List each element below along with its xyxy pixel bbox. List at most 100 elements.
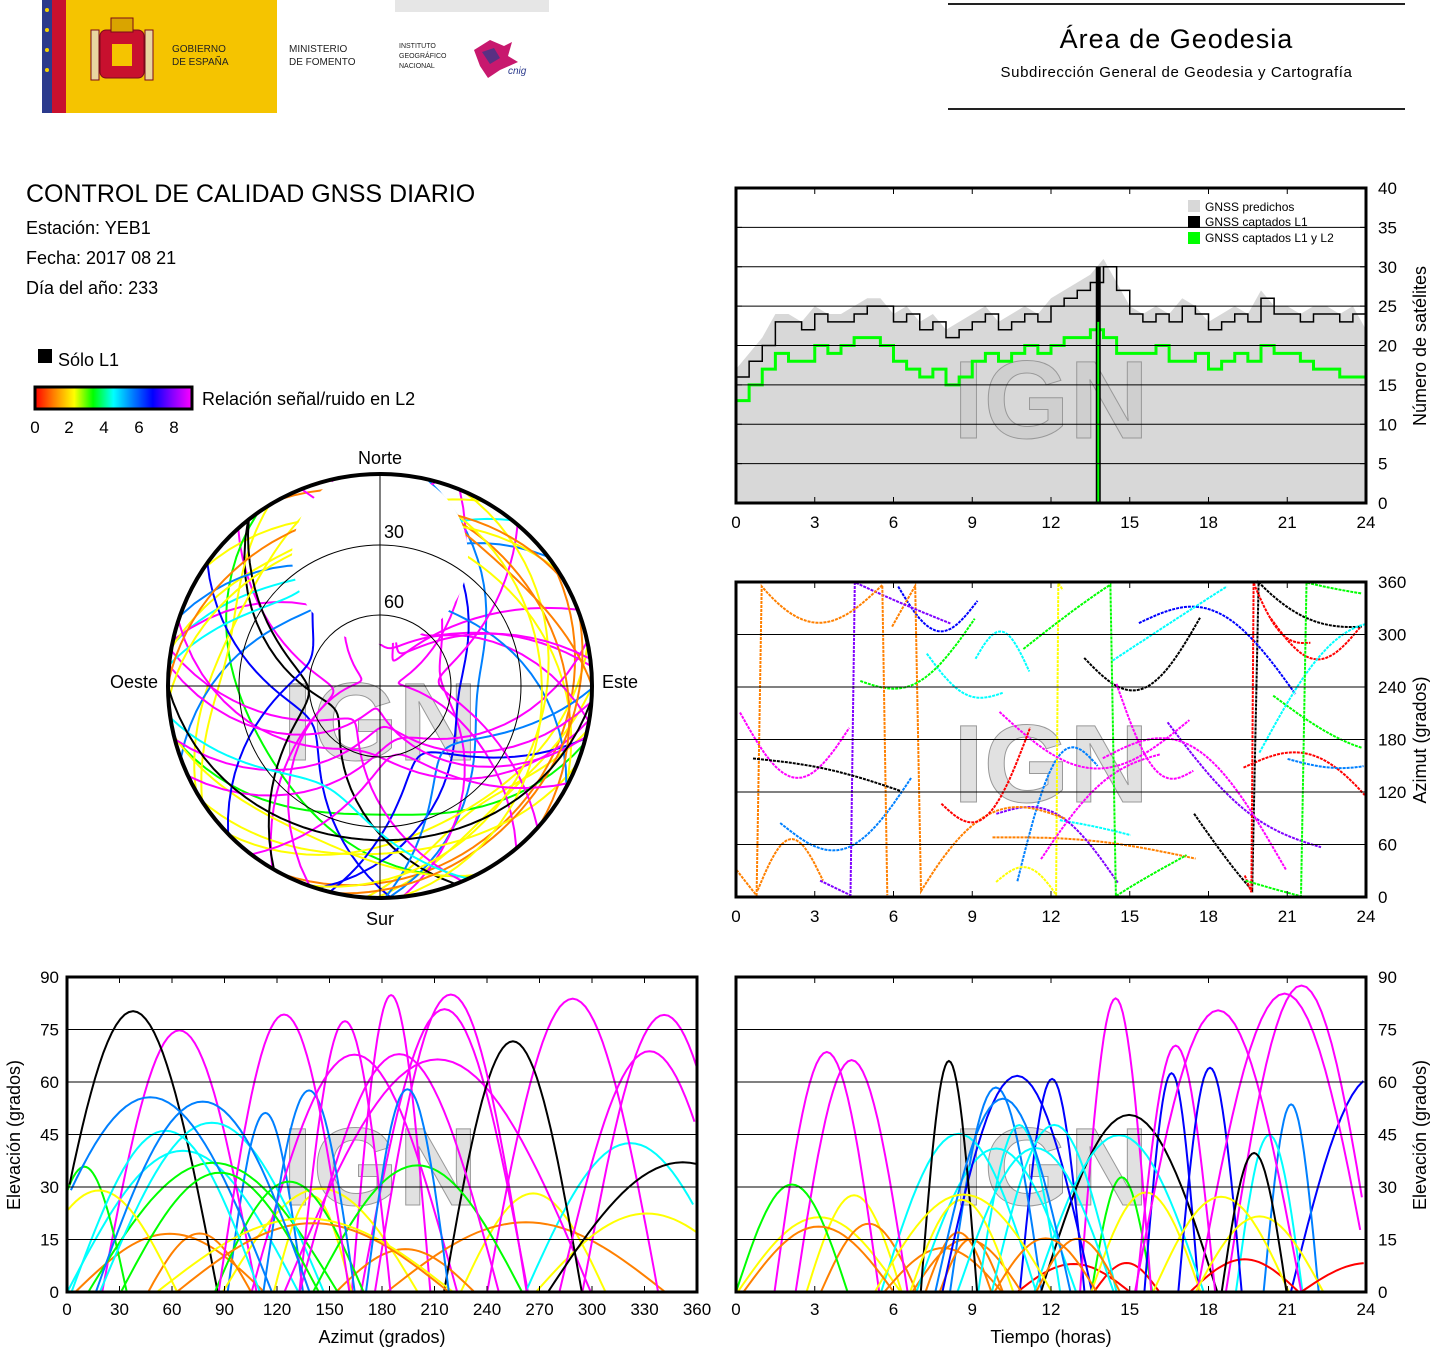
- ign-watermark: IGN: [953, 703, 1149, 826]
- y-tick-label: 75: [1378, 1021, 1397, 1040]
- skyplot-east-label: Este: [602, 672, 638, 692]
- elevation-azimuth-track: [66, 1149, 300, 1293]
- satellites-legend: GNSS predichos GNSS captados L1 GNSS cap…: [1188, 200, 1334, 245]
- x-tick-label: 270: [525, 1300, 553, 1319]
- legend-swatch-l1: [1188, 216, 1200, 228]
- report-info: CONTROL DE CALIDAD GNSS DIARIO Estación:…: [26, 180, 475, 299]
- x-tick-label: 15: [1120, 907, 1139, 926]
- y-tick-label: 40: [1378, 179, 1397, 198]
- x-tick-label: 9: [968, 513, 977, 532]
- azimuth-track: [756, 838, 824, 891]
- azimuth-track: [1243, 582, 1311, 893]
- azimuth-track: [1040, 753, 1161, 860]
- x-tick-label: 12: [1042, 513, 1061, 532]
- skyplot-track: [173, 735, 477, 878]
- x-tick-label: 360: [683, 1300, 711, 1319]
- azimuth-track: [1059, 819, 1131, 837]
- y-tick-label: 120: [1378, 783, 1406, 802]
- legend-l1l2: GNSS captados L1 y L2: [1205, 231, 1334, 245]
- legend-l1: GNSS captados L1: [1205, 215, 1308, 229]
- elevation-azimuth-track: [581, 1013, 698, 1293]
- elevation-time-track: [1177, 1066, 1243, 1293]
- y-tick-label: 5: [1378, 455, 1387, 474]
- elevation-azimuth-track: [486, 997, 660, 1293]
- x-tick-label: 24: [1357, 907, 1376, 926]
- skyplot-track: [363, 474, 543, 898]
- elevation-time-track: [742, 1225, 895, 1293]
- ign-watermark: IGN: [282, 1106, 478, 1229]
- y-tick-label: 180: [1378, 731, 1406, 750]
- y-tick-label: 300: [1378, 626, 1406, 645]
- azimuth-track: [1138, 605, 1297, 695]
- y-tick-label: 90: [40, 968, 59, 987]
- skyplot-track: [169, 717, 469, 880]
- azimuth-track: [996, 806, 1119, 884]
- x-tick-label: 18: [1199, 1300, 1218, 1319]
- government-logo-block: GOBIERNO DE ESPAÑA MINISTERIO DE FOMENTO…: [42, 0, 549, 113]
- elevation-time-track: [874, 1193, 1053, 1293]
- elevation-time-track: [977, 1123, 1062, 1293]
- x-tick-label: 12: [1042, 907, 1061, 926]
- elevation-azimuth-track: [365, 1088, 450, 1293]
- skyplot-track: [307, 490, 550, 888]
- x-tick-label: 120: [263, 1300, 291, 1319]
- x-tick-label: 330: [630, 1300, 658, 1319]
- report-title: CONTROL DE CALIDAD GNSS DIARIO: [26, 180, 476, 208]
- area-title: Área de Geodesia: [1059, 24, 1294, 54]
- azimuth-track: [1102, 737, 1287, 871]
- cnig-logo-icon: cnig: [474, 40, 527, 78]
- y-tick-label: 25: [1378, 297, 1397, 316]
- snr-tick: 8: [169, 418, 178, 437]
- skyplot-north-label: Norte: [358, 448, 402, 468]
- doy-label: Día del año: 233: [26, 278, 159, 298]
- area-subtitle: Subdirección General de Geodesia y Carto…: [1000, 64, 1353, 81]
- x-tick-label: 3: [810, 1300, 819, 1319]
- x-tick-label: 9: [968, 907, 977, 926]
- x-tick-label: 0: [731, 513, 740, 532]
- elevation-azimuth-track: [350, 994, 432, 1293]
- x-tick-label: 18: [1199, 907, 1218, 926]
- elevation-azimuth-track: [250, 1053, 459, 1293]
- azimuth-track: [1022, 582, 1188, 898]
- skyplot-south-label: Sur: [366, 909, 394, 929]
- elevation-azimuth-ylabel: Elevación (grados): [4, 1060, 24, 1210]
- elevation-azimuth-track: [443, 1040, 583, 1293]
- elevation-time-track: [1196, 992, 1362, 1293]
- y-tick-label: 0: [1378, 888, 1387, 907]
- skyplot-track: [206, 562, 392, 898]
- x-tick-label: 150: [315, 1300, 343, 1319]
- ministerio-line2: DE FOMENTO: [289, 57, 356, 68]
- elevation-time-track: [735, 1183, 849, 1293]
- x-tick-label: 180: [368, 1300, 396, 1319]
- y-tick-label: 15: [40, 1231, 59, 1250]
- skyplot-track: [168, 664, 587, 768]
- y-tick-label: 360: [1378, 573, 1406, 592]
- elevation-time-track: [794, 1059, 909, 1293]
- skyplot-track: [365, 729, 588, 898]
- elevation-azimuth-chart: IGN 0 15 30 45 60 75 90 0 30 60 90 120 150 180 210 240 2…: [4, 968, 711, 1347]
- x-tick-label: 210: [420, 1300, 448, 1319]
- legend-swatch-l1l2: [1188, 232, 1200, 244]
- x-tick-label: 21: [1278, 907, 1297, 926]
- elevation-azimuth-plot: IGN: [66, 993, 698, 1293]
- x-tick-label: 21: [1278, 1300, 1297, 1319]
- y-tick-label: 60: [40, 1073, 59, 1092]
- elevation-time-track: [773, 1050, 881, 1293]
- y-tick-label: 10: [1378, 415, 1397, 434]
- l1-only-label: Sólo L1: [58, 350, 119, 370]
- elevation-time-track: [919, 1059, 979, 1293]
- azimuth-track: [1258, 623, 1366, 754]
- elevation-azimuth-track: [94, 1100, 311, 1293]
- azimuth-track: [891, 582, 1066, 895]
- azimuth-track: [1115, 683, 1194, 780]
- azimuth-track: [992, 836, 1196, 860]
- elevation-time-plot: IGN: [735, 984, 1365, 1293]
- elevation-azimuth-track: [176, 1222, 450, 1293]
- elevation-time-track: [924, 1231, 993, 1293]
- elevation-time-track: [1134, 1009, 1303, 1293]
- elevation-time-track: [880, 1132, 1038, 1293]
- elevation-time-track: [1016, 1262, 1131, 1293]
- x-tick-label: 24: [1357, 513, 1376, 532]
- elevation-azimuth-track: [262, 1089, 356, 1293]
- y-tick-label: 0: [1378, 1283, 1387, 1302]
